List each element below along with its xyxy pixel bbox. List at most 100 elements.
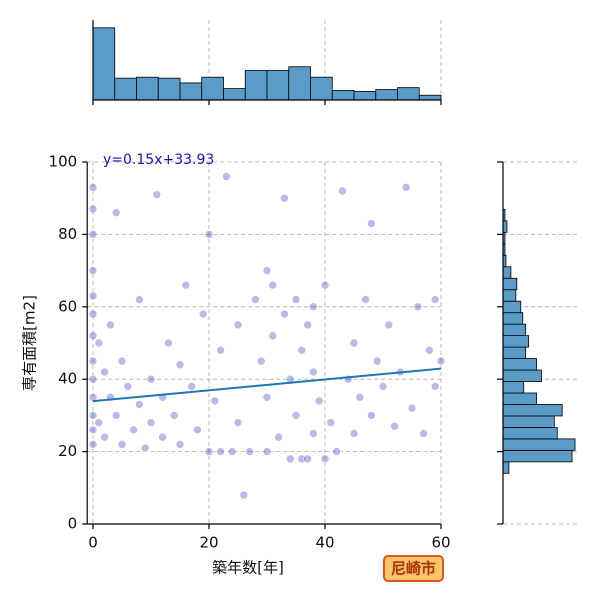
scatter-point: [419, 429, 428, 438]
scatter-point: [88, 204, 98, 214]
right-hist-bar: [502, 427, 558, 440]
scatter-point: [390, 421, 399, 431]
y-tick-label: 60: [58, 297, 77, 315]
top-hist-bar: [310, 76, 333, 101]
scatter-point: [314, 396, 324, 406]
scatter-point: [135, 295, 144, 304]
scatter-point: [280, 193, 289, 203]
scatter-point: [210, 396, 220, 406]
scatter-point: [204, 447, 214, 456]
y-tick-label: 20: [58, 442, 77, 460]
scatter-point: [187, 382, 196, 391]
right-hist-bar: [502, 404, 563, 417]
scatter-point: [88, 331, 98, 341]
x-tick-label: 20: [199, 534, 218, 552]
scatter-point: [436, 356, 446, 366]
scatter-point: [106, 320, 115, 330]
scatter-point: [135, 400, 144, 409]
x-tick-label: 0: [88, 534, 98, 552]
scatter-point: [268, 331, 278, 341]
scatter-point: [430, 382, 440, 391]
scatter-point: [303, 320, 312, 330]
scatter-point: [303, 454, 312, 464]
scatter-point: [94, 338, 104, 348]
scatter-point: [123, 382, 133, 391]
top-hist-bar: [157, 77, 181, 101]
scatter-point: [94, 418, 104, 427]
top-hist-bar: [266, 70, 290, 101]
scatter-point: [407, 403, 417, 413]
scatter-point: [378, 382, 388, 391]
scatter-point: [413, 302, 423, 312]
scatter-point: [233, 418, 243, 427]
scatter-point: [169, 411, 179, 420]
scatter-point: [100, 432, 109, 442]
right-hist-bar: [502, 300, 522, 314]
scatter-point: [88, 392, 98, 402]
scatter-point: [309, 367, 318, 377]
scatter-point: [256, 356, 266, 366]
scatter-point: [204, 230, 214, 239]
scatter-point: [384, 320, 394, 330]
scatter-point: [430, 295, 440, 304]
scatter-point: [88, 291, 98, 301]
scatter-point: [338, 186, 347, 196]
scatter-point: [193, 425, 202, 435]
scatter-point: [425, 345, 434, 355]
scatter-point: [175, 360, 185, 370]
badge: 尼崎市: [391, 560, 436, 578]
x-tick-label: 60: [431, 534, 450, 552]
right-hist-bar: [502, 392, 537, 405]
scatter-point: [251, 295, 260, 304]
top-hist-bar: [201, 76, 224, 101]
scatter-point: [117, 440, 127, 449]
scatter-point: [367, 411, 376, 420]
scatter-point: [233, 320, 243, 330]
scatter-point: [175, 440, 185, 449]
regression-line: [92, 367, 442, 403]
scatter-point: [146, 418, 156, 427]
scatter-point: [88, 309, 98, 319]
top-hist-bar: [244, 70, 268, 101]
scatter-point: [320, 280, 330, 290]
top-hist-bar: [418, 94, 442, 101]
scatter-point: [88, 411, 98, 420]
top-hist-bar: [288, 66, 311, 101]
scatter-point: [164, 338, 173, 348]
scatter-point: [181, 280, 191, 290]
scatter-point: [129, 425, 138, 435]
right-hist-bar: [502, 266, 512, 279]
scatter-point: [88, 230, 98, 239]
top-hist-bar: [136, 76, 159, 101]
top-hist-bar: [397, 87, 420, 101]
right-hist-bar: [502, 381, 525, 394]
top-hist-bar: [223, 88, 246, 101]
right-hist-bar: [502, 415, 555, 428]
y-tick-label: 80: [58, 225, 77, 243]
top-hist-bar: [179, 82, 203, 101]
scatter-point: [291, 295, 301, 304]
scatter-point: [222, 172, 231, 181]
scatter-point: [198, 309, 208, 319]
right-hist-bar: [502, 346, 527, 359]
scatter-point: [88, 440, 98, 449]
x-axis-label: 築年数[年]: [212, 559, 284, 577]
top-hist-bar: [114, 77, 137, 101]
scatter-point: [285, 454, 295, 464]
right-hist-bar: [502, 335, 530, 348]
right-hist-bar: [502, 358, 537, 371]
scatter-point: [152, 190, 162, 199]
scatter-point: [320, 454, 330, 464]
scatter-point: [117, 356, 127, 366]
right-hist-bar: [502, 438, 576, 451]
top-hist-bar: [353, 91, 377, 101]
scatter-point: [332, 447, 341, 456]
scatter-point: [146, 374, 156, 384]
right-hist-bar: [502, 369, 542, 382]
scatter-point: [111, 208, 121, 217]
x-tick-label: 40: [315, 534, 334, 552]
scatter-point: [309, 429, 318, 438]
scatter-point: [372, 356, 382, 366]
scatter-point: [88, 425, 98, 435]
